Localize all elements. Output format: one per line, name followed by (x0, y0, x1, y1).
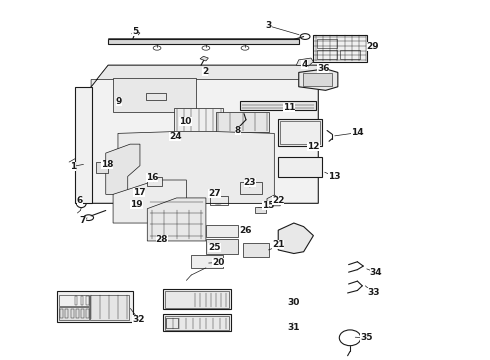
Bar (147, 177, 162, 186)
Bar (278, 119, 322, 146)
Text: 3: 3 (265, 21, 271, 30)
Bar (80, 296, 83, 305)
Polygon shape (118, 132, 274, 203)
Bar (216, 112, 270, 132)
Text: 18: 18 (101, 161, 114, 170)
Bar (318, 50, 337, 59)
Text: 31: 31 (288, 323, 300, 332)
Bar (210, 196, 228, 205)
Text: 16: 16 (146, 173, 158, 182)
Text: 30: 30 (288, 298, 300, 307)
Text: 7: 7 (79, 216, 86, 225)
Text: 19: 19 (130, 200, 143, 209)
Text: 32: 32 (132, 315, 145, 324)
Bar (174, 108, 223, 132)
Text: 20: 20 (212, 258, 224, 267)
Bar (166, 319, 178, 328)
Text: 6: 6 (77, 196, 83, 205)
Text: 11: 11 (283, 103, 295, 112)
Polygon shape (267, 195, 280, 206)
Bar (113, 78, 196, 112)
Bar (86, 310, 89, 318)
Bar (240, 182, 262, 194)
Text: 35: 35 (360, 333, 372, 342)
Polygon shape (299, 69, 338, 90)
Polygon shape (113, 180, 186, 223)
Bar (206, 239, 238, 253)
Polygon shape (132, 31, 140, 36)
Text: 8: 8 (235, 126, 241, 135)
Text: 5: 5 (132, 27, 138, 36)
Text: 22: 22 (272, 196, 285, 205)
Polygon shape (200, 56, 208, 61)
Polygon shape (278, 223, 314, 253)
Bar (108, 40, 299, 44)
Bar (303, 73, 332, 86)
Text: 33: 33 (367, 288, 380, 297)
Bar (86, 296, 89, 305)
Bar (280, 121, 320, 144)
Text: 1: 1 (70, 162, 76, 171)
Bar (318, 39, 337, 48)
Text: 26: 26 (239, 226, 251, 235)
Polygon shape (106, 144, 140, 194)
Bar (240, 101, 316, 110)
Text: 14: 14 (351, 128, 364, 137)
Bar (163, 314, 231, 331)
Text: 2: 2 (202, 67, 208, 76)
Bar (191, 255, 223, 268)
Bar (243, 243, 270, 257)
Bar (96, 162, 108, 173)
Bar (59, 295, 89, 306)
Bar (75, 296, 77, 305)
Text: 21: 21 (272, 240, 285, 249)
Text: 24: 24 (169, 132, 181, 141)
Bar (314, 35, 367, 62)
Text: 4: 4 (301, 60, 308, 69)
Text: 9: 9 (116, 96, 122, 105)
Text: 10: 10 (179, 117, 192, 126)
Text: 13: 13 (328, 172, 340, 181)
Text: 27: 27 (208, 189, 221, 198)
Text: 17: 17 (133, 188, 145, 197)
Bar (163, 289, 231, 309)
Bar (59, 307, 89, 320)
Bar (90, 295, 129, 320)
Bar (81, 310, 84, 318)
Bar (165, 316, 229, 330)
Bar (340, 50, 360, 59)
Bar (278, 157, 322, 177)
Text: 36: 36 (317, 64, 329, 73)
Bar (76, 310, 79, 318)
Bar (147, 93, 166, 100)
Bar (66, 310, 69, 318)
Bar (71, 310, 73, 318)
Bar (57, 291, 133, 321)
Polygon shape (75, 87, 92, 203)
Bar (206, 225, 238, 237)
Polygon shape (296, 58, 314, 66)
Text: 15: 15 (262, 201, 274, 210)
Text: 23: 23 (244, 178, 256, 187)
Text: 28: 28 (156, 235, 168, 244)
Text: 25: 25 (208, 243, 221, 252)
Text: 29: 29 (367, 42, 379, 51)
Bar (165, 291, 229, 308)
Polygon shape (91, 65, 318, 203)
Polygon shape (147, 198, 206, 241)
Text: 12: 12 (307, 142, 319, 151)
Bar (255, 207, 266, 213)
Polygon shape (91, 65, 318, 87)
Text: 34: 34 (369, 268, 382, 277)
Bar (60, 310, 63, 318)
